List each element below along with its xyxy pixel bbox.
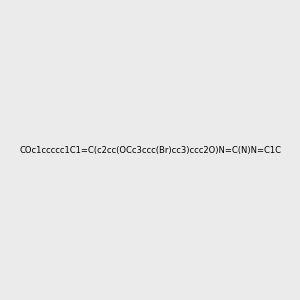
Text: COc1ccccc1C1=C(c2cc(OCc3ccc(Br)cc3)ccc2O)N=C(N)N=C1C: COc1ccccc1C1=C(c2cc(OCc3ccc(Br)cc3)ccc2O… <box>19 146 281 154</box>
